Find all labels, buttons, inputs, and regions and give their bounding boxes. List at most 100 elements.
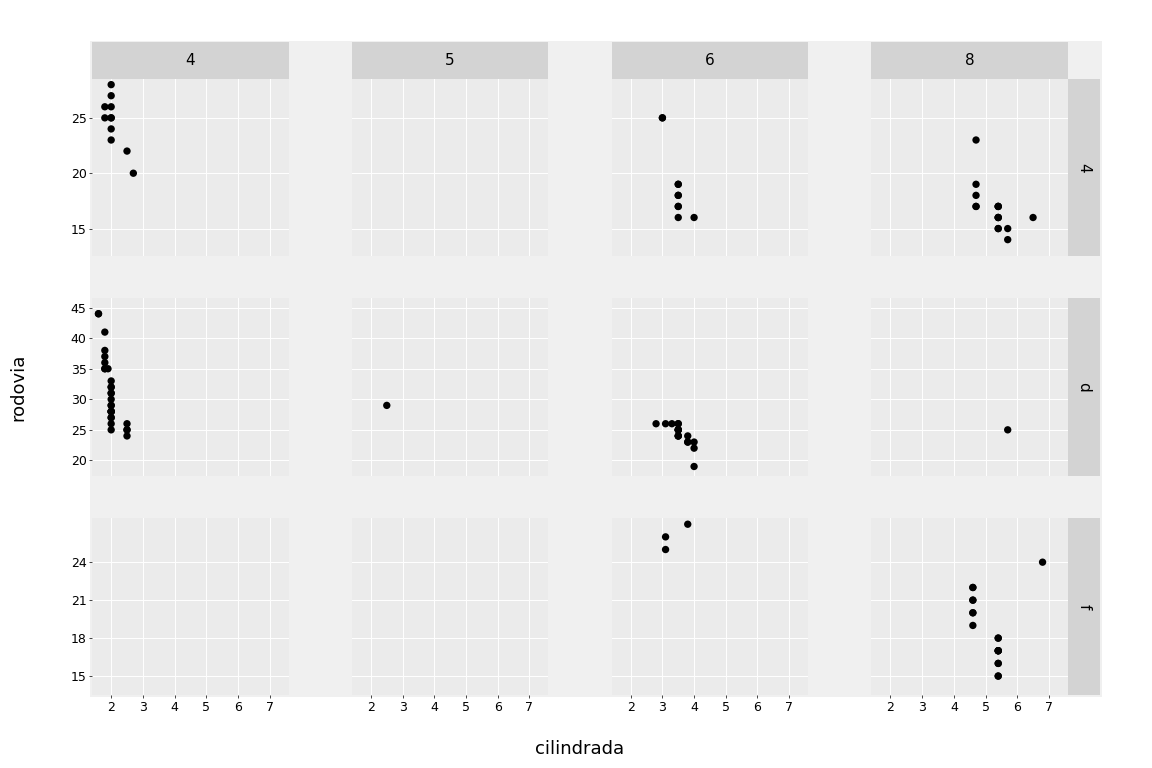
Point xyxy=(96,350,114,362)
Point xyxy=(101,387,121,399)
Point xyxy=(967,134,985,146)
Point xyxy=(669,189,688,201)
Point xyxy=(669,178,688,190)
Point xyxy=(118,145,136,157)
Point xyxy=(118,430,136,442)
Text: f: f xyxy=(1076,604,1092,609)
Point xyxy=(988,644,1007,657)
Point xyxy=(669,424,688,436)
Point xyxy=(669,200,688,213)
Point xyxy=(679,518,697,531)
Point xyxy=(118,424,136,436)
Point xyxy=(669,430,688,442)
Point xyxy=(988,632,1007,644)
Point xyxy=(988,223,1007,235)
Point xyxy=(1033,556,1052,568)
Point xyxy=(669,424,688,436)
Point xyxy=(124,167,143,180)
Point xyxy=(96,356,114,369)
Point xyxy=(1024,211,1043,223)
Point xyxy=(101,412,121,424)
Point xyxy=(988,200,1007,213)
Point xyxy=(669,200,688,213)
Point xyxy=(988,200,1007,213)
Point xyxy=(988,200,1007,213)
Point xyxy=(101,111,121,124)
Point xyxy=(101,101,121,113)
Point xyxy=(669,189,688,201)
Point xyxy=(988,211,1007,223)
Point xyxy=(101,406,121,418)
Point xyxy=(101,78,121,91)
Point xyxy=(646,418,665,430)
Point xyxy=(963,607,982,619)
Point xyxy=(679,430,697,442)
Point xyxy=(101,123,121,135)
Point xyxy=(101,406,121,418)
Point xyxy=(669,418,688,430)
Text: 4: 4 xyxy=(1076,163,1092,173)
Point xyxy=(669,211,688,223)
Point xyxy=(101,406,121,418)
Point xyxy=(999,424,1017,436)
Point xyxy=(662,418,681,430)
Point xyxy=(653,111,672,124)
Point xyxy=(657,544,675,556)
Text: cilindrada: cilindrada xyxy=(536,740,624,758)
Point xyxy=(963,607,982,619)
Point xyxy=(988,657,1007,670)
Point xyxy=(669,430,688,442)
Point xyxy=(101,111,121,124)
Text: rodovia: rodovia xyxy=(9,353,28,421)
Point xyxy=(967,178,985,190)
Point xyxy=(999,233,1017,246)
Point xyxy=(657,531,675,543)
Point xyxy=(101,424,121,436)
Point xyxy=(669,418,688,430)
Text: 6: 6 xyxy=(705,53,714,68)
Point xyxy=(963,594,982,606)
Point xyxy=(988,670,1007,682)
Point xyxy=(988,657,1007,670)
Point xyxy=(96,111,114,124)
Point xyxy=(684,436,703,449)
Point xyxy=(988,211,1007,223)
Point xyxy=(679,436,697,449)
Point xyxy=(118,418,136,430)
Point xyxy=(101,134,121,146)
Point xyxy=(99,362,118,375)
Point xyxy=(101,418,121,430)
Point xyxy=(963,594,982,606)
Point xyxy=(988,632,1007,644)
Point xyxy=(669,430,688,442)
Point xyxy=(90,308,108,320)
Text: d: d xyxy=(1076,382,1092,392)
Point xyxy=(96,101,114,113)
Point xyxy=(669,178,688,190)
Point xyxy=(967,200,985,213)
Point xyxy=(378,399,396,412)
Point xyxy=(999,223,1017,235)
Point xyxy=(101,387,121,399)
Point xyxy=(988,644,1007,657)
Point xyxy=(96,344,114,356)
Point xyxy=(96,362,114,375)
Point xyxy=(669,424,688,436)
Point xyxy=(988,211,1007,223)
Point xyxy=(96,362,114,375)
Point xyxy=(657,418,675,430)
Point xyxy=(988,670,1007,682)
Point xyxy=(684,211,703,223)
Point xyxy=(101,399,121,412)
Point xyxy=(101,90,121,102)
Point xyxy=(118,424,136,436)
Point xyxy=(679,436,697,449)
Point xyxy=(101,381,121,393)
Text: 5: 5 xyxy=(446,53,455,68)
Point xyxy=(988,223,1007,235)
Point xyxy=(96,326,114,338)
Point xyxy=(684,460,703,472)
Point xyxy=(967,189,985,201)
Point xyxy=(963,581,982,594)
Point xyxy=(669,424,688,436)
